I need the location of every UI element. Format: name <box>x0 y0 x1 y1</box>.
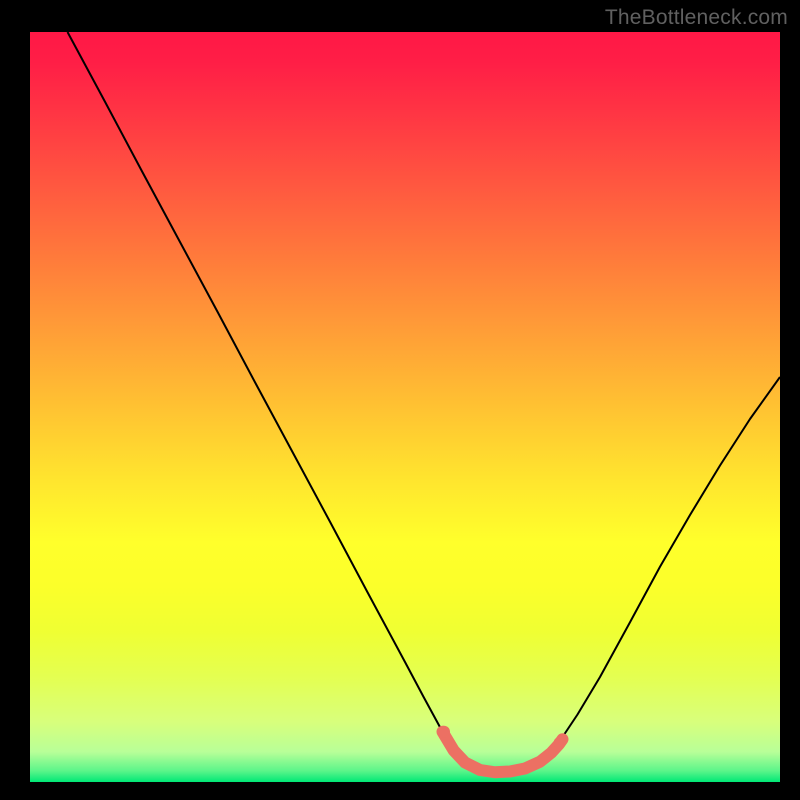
highlight-dot <box>554 737 566 749</box>
gradient-background <box>30 32 780 782</box>
highlight-dot <box>438 726 450 738</box>
attribution-label: TheBottleneck.com <box>605 6 788 30</box>
plot-svg <box>30 32 780 782</box>
plot-area <box>30 32 780 782</box>
chart-frame: TheBottleneck.com <box>0 0 800 800</box>
